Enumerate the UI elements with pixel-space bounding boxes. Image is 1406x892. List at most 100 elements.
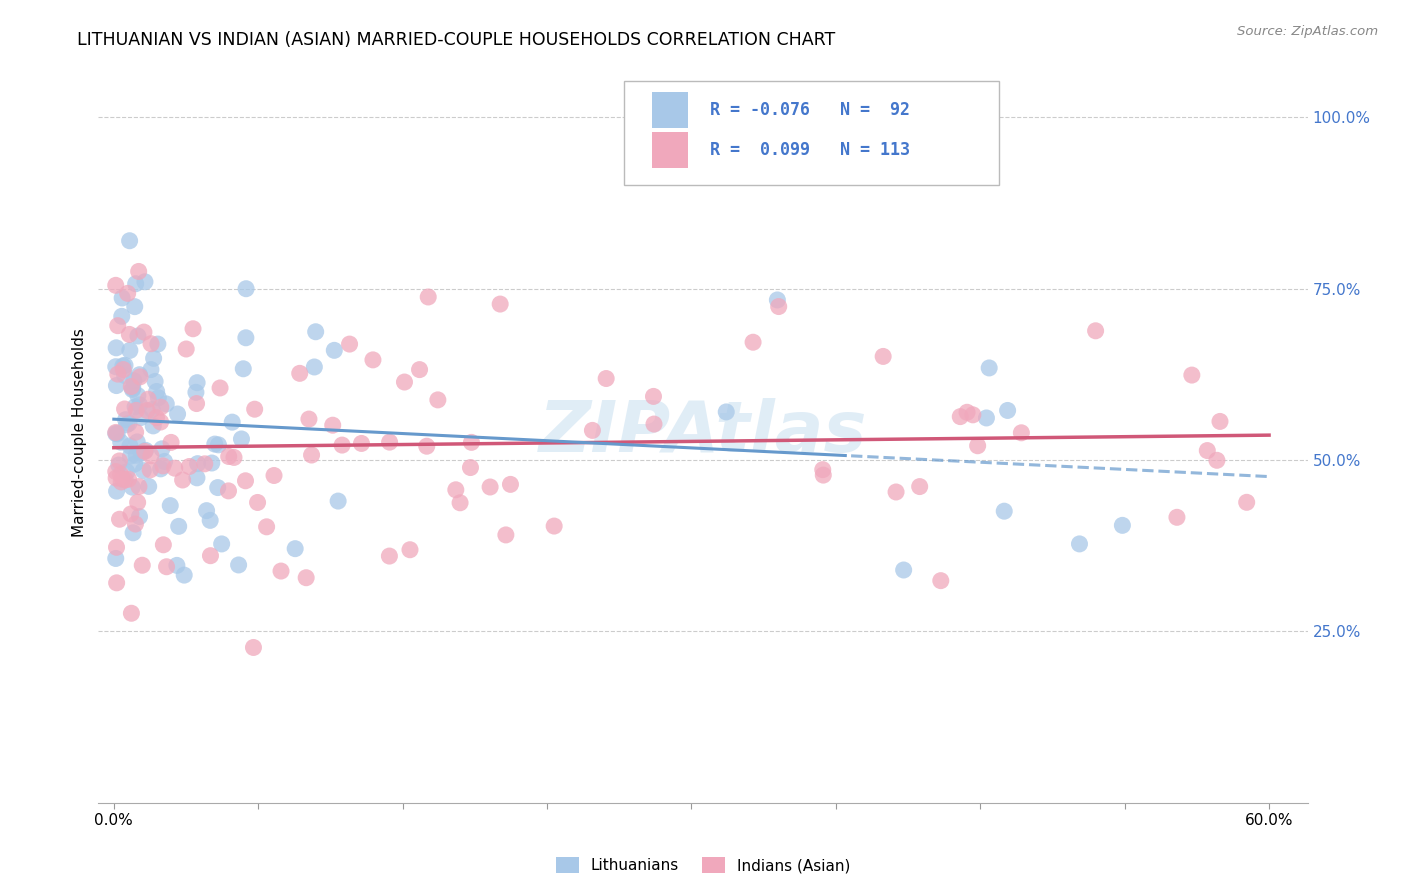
Point — [136, 392, 159, 407]
Point — [186, 376, 208, 390]
Point — [256, 520, 278, 534]
Point — [426, 392, 449, 407]
Point — [110, 435, 132, 450]
Text: ZIPAtlas: ZIPAtlas — [538, 398, 868, 467]
Point — [128, 509, 150, 524]
Text: Source: ZipAtlas.com: Source: ZipAtlas.com — [1237, 25, 1378, 38]
Point — [107, 367, 129, 381]
Point — [127, 495, 149, 509]
Point — [111, 359, 134, 373]
Point — [129, 410, 152, 425]
Point — [221, 415, 243, 429]
Point — [124, 300, 146, 314]
Point — [966, 439, 988, 453]
Point — [143, 375, 166, 389]
Point — [460, 460, 482, 475]
Point — [141, 402, 163, 417]
Point — [121, 480, 143, 494]
Point — [122, 374, 145, 388]
Point — [186, 396, 208, 410]
Point — [195, 503, 218, 517]
Point — [235, 331, 257, 345]
Point — [124, 400, 146, 414]
Point — [107, 318, 129, 333]
Point — [394, 375, 416, 389]
Point — [155, 559, 177, 574]
Point — [148, 391, 170, 405]
Point — [142, 351, 165, 366]
Point — [643, 389, 665, 403]
Point — [207, 438, 229, 452]
Point — [872, 350, 894, 364]
Point — [460, 435, 482, 450]
Point — [118, 439, 141, 453]
Point — [132, 325, 155, 339]
Point — [163, 461, 186, 475]
Point — [114, 359, 136, 373]
Point — [449, 496, 471, 510]
Point — [235, 282, 257, 296]
Point — [884, 485, 907, 500]
Point — [304, 359, 326, 374]
Point — [111, 291, 134, 305]
Point — [929, 574, 952, 588]
Point — [114, 473, 136, 487]
Point — [120, 449, 142, 463]
FancyBboxPatch shape — [624, 81, 1000, 185]
Point — [118, 417, 141, 431]
Point — [115, 465, 138, 479]
Point — [110, 475, 132, 489]
Point — [108, 512, 131, 526]
Point — [131, 558, 153, 573]
Point — [209, 381, 232, 395]
Point — [110, 467, 132, 482]
Point — [105, 426, 128, 441]
Point — [184, 385, 207, 400]
Point — [104, 551, 127, 566]
Point — [949, 409, 972, 424]
Point — [979, 360, 1001, 375]
Point — [908, 479, 931, 493]
Point — [152, 538, 174, 552]
Point — [166, 558, 188, 573]
Point — [200, 549, 222, 563]
Point — [323, 343, 346, 358]
Point — [122, 525, 145, 540]
Point — [811, 463, 834, 477]
Point — [489, 297, 512, 311]
Point — [243, 402, 266, 417]
Point — [330, 438, 353, 452]
Point — [111, 310, 134, 324]
Point — [1010, 425, 1032, 440]
FancyBboxPatch shape — [652, 92, 689, 128]
Y-axis label: Married-couple Households: Married-couple Households — [72, 328, 87, 537]
Point — [962, 408, 984, 422]
Point — [160, 435, 183, 450]
Point — [114, 368, 136, 383]
Point — [211, 537, 233, 551]
Point — [416, 439, 439, 453]
Point — [108, 454, 131, 468]
Point — [288, 367, 311, 381]
Point — [813, 468, 835, 483]
Point — [207, 481, 229, 495]
Point — [298, 412, 321, 426]
Point — [1111, 518, 1133, 533]
Point — [187, 457, 209, 471]
Point — [1166, 510, 1188, 524]
Point — [742, 335, 765, 350]
Point — [350, 436, 373, 450]
Point — [114, 413, 136, 427]
Point — [152, 458, 174, 473]
Point — [361, 352, 384, 367]
Text: R =  0.099   N = 113: R = 0.099 N = 113 — [710, 141, 910, 159]
Point — [125, 403, 148, 417]
Point — [499, 477, 522, 491]
Point — [235, 474, 257, 488]
Point — [105, 341, 128, 355]
Point — [117, 472, 139, 486]
Point — [198, 513, 221, 527]
Point — [186, 471, 208, 485]
Point — [643, 417, 665, 431]
Point — [159, 499, 181, 513]
